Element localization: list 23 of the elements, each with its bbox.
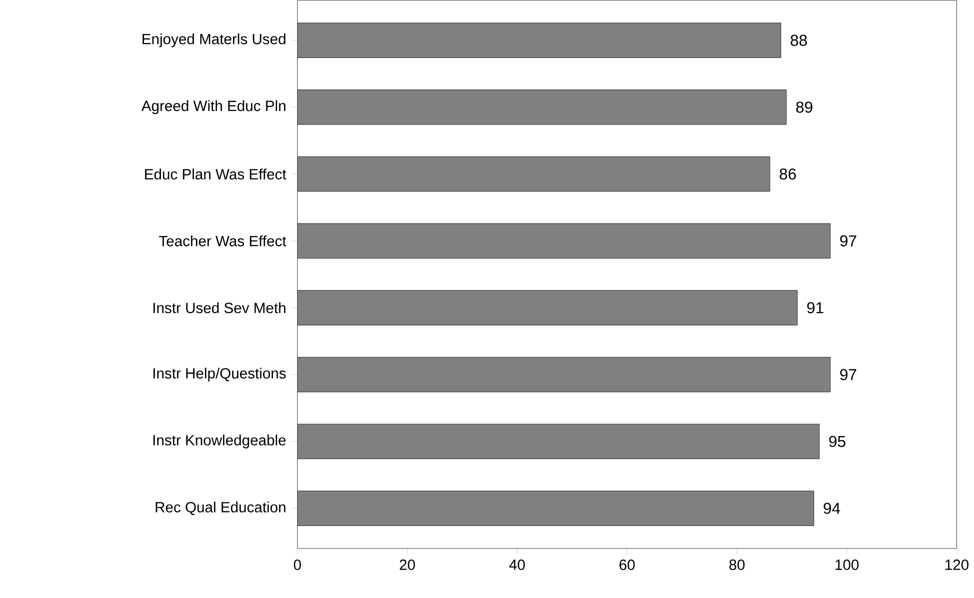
x-tick-label: 20 [400, 560, 415, 570]
y-tick-label: Enjoyed Materls Used [142, 33, 286, 48]
y-tick-label: Rec Qual Education [156, 502, 286, 516]
data-label: 95 [829, 436, 846, 448]
y-tick-label: Teacher Was Effect [159, 235, 286, 246]
data-label: 89 [796, 102, 812, 113]
data-label: 97 [840, 369, 856, 380]
y-tick-label: Educ Plan Was Effect [145, 168, 286, 180]
y-tick-label: Agreed With Educ Pln [141, 100, 286, 114]
y-tick-label: Instr Used Sev Meth [153, 302, 286, 314]
y-tick-label: Instr Help/Questions [153, 368, 286, 382]
x-tick-label: 40 [509, 560, 525, 570]
x-tick-label: 80 [729, 560, 745, 570]
x-tick-label: 120 [945, 560, 968, 570]
data-label: 91 [807, 302, 824, 314]
data-label: 86 [780, 168, 796, 180]
x-tick-label: 0 [294, 560, 301, 570]
x-tick-label: 100 [836, 560, 859, 570]
data-label: 97 [840, 235, 856, 246]
data-label: 88 [790, 34, 807, 46]
x-tick-label: 60 [620, 560, 635, 570]
y-tick-label: Instr Knowledgeable [153, 434, 286, 448]
data-label: 94 [824, 502, 840, 514]
